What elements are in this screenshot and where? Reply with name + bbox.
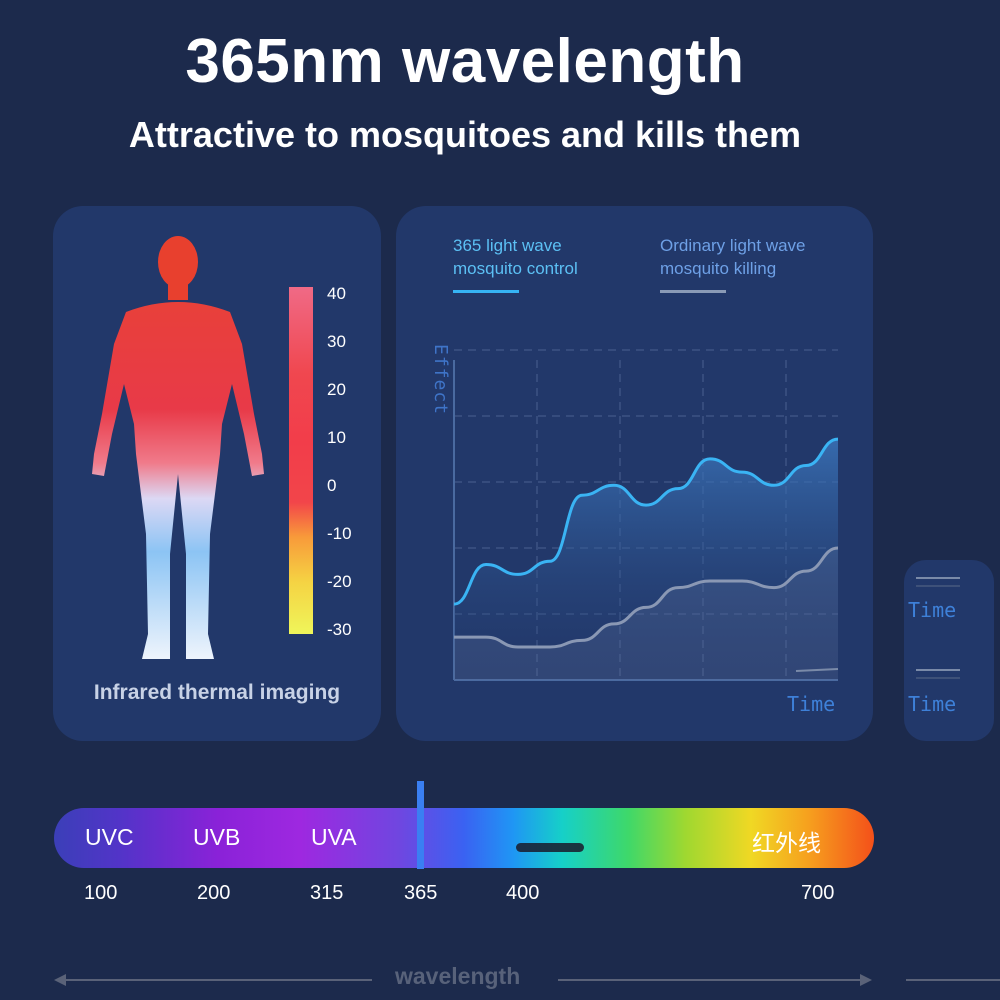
wavelength-tick: 200 bbox=[197, 882, 231, 904]
legend-line2: mosquito killing bbox=[660, 259, 777, 278]
legend-swatch-ordinary bbox=[660, 290, 726, 293]
scale-label: 20 bbox=[327, 380, 346, 399]
side-time-label: Time bbox=[908, 692, 957, 716]
scale-label: 30 bbox=[327, 332, 346, 351]
human-body-thermal-icon bbox=[92, 236, 264, 659]
wavelength-tick: 315 bbox=[310, 882, 344, 904]
legend-swatch-365 bbox=[453, 290, 519, 293]
wavelength-tick: 100 bbox=[84, 882, 118, 904]
wavelength-axis-arrow bbox=[54, 974, 1000, 986]
series-line-1 bbox=[454, 546, 839, 649]
page-title: 365nm wavelength bbox=[185, 27, 745, 96]
scale-label: 10 bbox=[327, 428, 346, 447]
band-label-uvb: UVB bbox=[193, 824, 241, 850]
thermal-caption: Infrared thermal imaging bbox=[93, 681, 341, 704]
band-label-uva: UVA bbox=[311, 824, 357, 850]
wavelength-tick: 400 bbox=[506, 882, 540, 904]
time-tick-line bbox=[795, 668, 839, 672]
scale-label: -10 bbox=[327, 524, 352, 543]
365nm-marker bbox=[417, 781, 424, 869]
scale-label: 40 bbox=[327, 284, 346, 303]
series-area-0 bbox=[454, 439, 838, 680]
wavelength-tick: 700 bbox=[801, 882, 835, 904]
wavelength-spectrum-bar bbox=[54, 808, 874, 868]
scale-label: -30 bbox=[327, 620, 352, 639]
x-axis-label: Time bbox=[787, 692, 836, 716]
temperature-scale-bar bbox=[289, 287, 313, 634]
legend-entry-ordinary: Ordinary light wave mosquito killing bbox=[660, 234, 806, 280]
partial-card bbox=[904, 560, 994, 741]
page-subtitle: Attractive to mosquitoes and kills them bbox=[128, 114, 802, 155]
scale-label: 0 bbox=[327, 476, 337, 495]
smudge-mark bbox=[516, 843, 584, 852]
y-axis-label: Effect bbox=[430, 344, 451, 416]
scale-label: -20 bbox=[327, 572, 352, 591]
legend-entry-365: 365 light wave mosquito control bbox=[453, 234, 578, 280]
wavelength-axis-label: wavelength bbox=[395, 963, 521, 989]
line-chart bbox=[453, 349, 839, 681]
partial-lines bbox=[916, 577, 960, 679]
legend-line1: Ordinary light wave bbox=[660, 236, 806, 255]
legend-line1: 365 light wave bbox=[453, 236, 562, 255]
series-line-0 bbox=[453, 437, 839, 606]
legend-line2: mosquito control bbox=[453, 259, 578, 278]
band-label-uvc: UVC bbox=[85, 824, 134, 850]
wavelength-tick: 365 bbox=[404, 882, 438, 904]
side-time-label: Time bbox=[908, 598, 957, 622]
band-label-infrared: 红外线 bbox=[752, 831, 821, 857]
